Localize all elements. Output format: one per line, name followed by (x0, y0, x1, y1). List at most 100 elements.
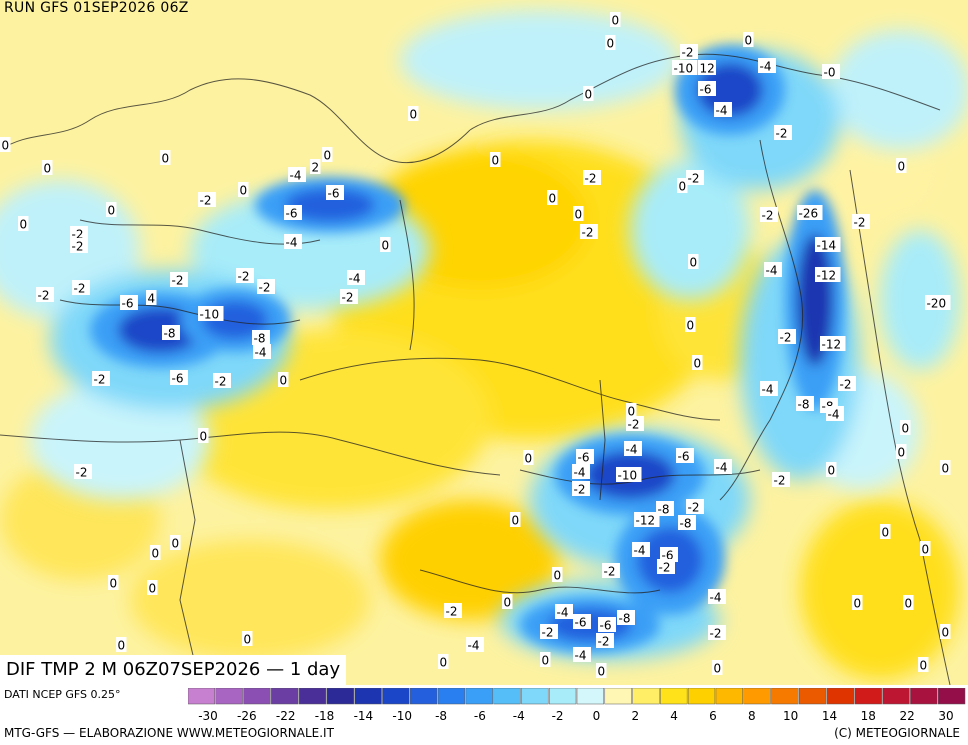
value-label: -12 (820, 336, 846, 352)
value-label-text: 0 (542, 654, 550, 668)
value-label-box (712, 660, 723, 675)
value-label-text: -8 (254, 332, 266, 346)
value-label-text: -4 (290, 169, 302, 183)
legend-tick-label: -6 (474, 709, 486, 723)
value-label-box (162, 325, 180, 340)
value-label-text: -2 (854, 216, 866, 230)
value-label: -4 (253, 344, 271, 360)
value-label-text: 0 (690, 256, 698, 270)
legend-swatch (548, 688, 577, 705)
value-label-text: 4 (148, 292, 156, 306)
value-label-box (826, 406, 844, 421)
value-label-text: -4 (766, 264, 778, 278)
value-label-box (36, 287, 54, 302)
value-label-box (624, 441, 642, 456)
value-label: -6 (573, 614, 591, 630)
value-label-text: 0 (20, 218, 28, 232)
value-label-text: -2 (172, 274, 184, 288)
value-label-text: -2 (776, 127, 788, 141)
value-label-text: -4 (716, 461, 728, 475)
value-label-text: -8 (798, 398, 810, 412)
value-label-text: 0 (585, 88, 593, 102)
value-label: -2 (680, 44, 698, 60)
value-label: 0 (896, 444, 907, 460)
legend-swatch (715, 688, 743, 705)
value-label-text: -2 (688, 172, 700, 186)
value-label-text: -4 (634, 544, 646, 558)
legend-swatch (882, 688, 910, 705)
legend-swatch (910, 688, 938, 705)
legend-swatch (354, 688, 382, 705)
value-label-box (617, 610, 635, 625)
value-label: -6 (576, 449, 594, 465)
map-title: DIF TMP 2 M 06Z07SEP2026 — 1 day (0, 655, 347, 685)
value-label: -0 (822, 64, 840, 80)
legend-tick-label: 4 (670, 709, 678, 723)
value-label-text: -4 (575, 649, 587, 663)
value-label: -8 (656, 501, 674, 517)
value-label-text: -2 (840, 378, 852, 392)
value-label-box (772, 472, 790, 487)
value-label-text: -6 (700, 83, 712, 97)
value-label-text: -12 (822, 338, 842, 352)
legend-swatch (854, 688, 882, 705)
value-label-text: -2 (542, 626, 554, 640)
value-label-box (774, 125, 792, 140)
value-label-text: -0 (824, 66, 836, 80)
value-label: -4 (714, 459, 732, 475)
value-label-text: -6 (172, 372, 184, 386)
value-label-box (198, 306, 224, 321)
value-label: 0 (880, 524, 891, 540)
value-label-box (602, 563, 620, 578)
value-label-box (743, 32, 754, 47)
legend-swatch (271, 688, 299, 705)
value-label: -10 (672, 60, 698, 76)
value-label: -2 (760, 207, 778, 223)
value-label: -2 (838, 376, 856, 392)
value-label-box (815, 267, 841, 282)
value-label-box (74, 464, 92, 479)
color-legend: -30 -26 -22 -18 -14 -10 -8 -6 -4 -2 0 2 4 6 8 10 14 18 22 3… (188, 688, 966, 723)
value-label-text: 0 (898, 160, 906, 174)
value-label-box (815, 237, 841, 252)
value-label-box (708, 625, 726, 640)
value-label-text: 0 (628, 405, 636, 419)
value-label: 0 (408, 106, 419, 122)
value-label-text: 0 (382, 239, 390, 253)
value-label-box (796, 396, 814, 411)
value-label-box (632, 542, 650, 557)
legend-swatch (604, 688, 632, 705)
value-label-text: 0 (244, 633, 252, 647)
value-label-box (676, 448, 694, 463)
value-label-text: -26 (799, 207, 819, 221)
value-label: -2 (686, 170, 704, 186)
value-label-text: 0 (240, 184, 248, 198)
value-label: 0 (903, 595, 914, 611)
value-label-text: -4 (828, 408, 840, 422)
value-label: 0 (170, 535, 181, 551)
value-label-box (0, 137, 11, 152)
value-label-text: -4 (710, 591, 722, 605)
value-label-text: -4 (255, 346, 267, 360)
value-label-text: 0 (898, 446, 906, 460)
legend-tick-label: -22 (276, 709, 296, 723)
value-label-box (852, 214, 870, 229)
value-label: -14 (815, 237, 841, 253)
value-label-text: -8 (658, 503, 670, 517)
value-label-box (920, 541, 931, 556)
value-label-text: -2 (200, 194, 212, 208)
value-label-text: 0 (554, 569, 562, 583)
legend-tick-label: 2 (631, 709, 639, 723)
value-label-text: 0 (905, 597, 913, 611)
value-label: 0 (547, 190, 558, 206)
value-label-box (326, 185, 344, 200)
value-label-text: -2 (259, 281, 271, 295)
value-label: 0 (18, 216, 29, 232)
value-label-box (583, 86, 594, 101)
value-label-box (198, 428, 209, 443)
value-label: -2 (198, 192, 216, 208)
legend-swatch (243, 688, 271, 705)
value-label-text: -12 (817, 269, 837, 283)
value-label-text: -4 (626, 443, 638, 457)
value-label-box (198, 192, 216, 207)
